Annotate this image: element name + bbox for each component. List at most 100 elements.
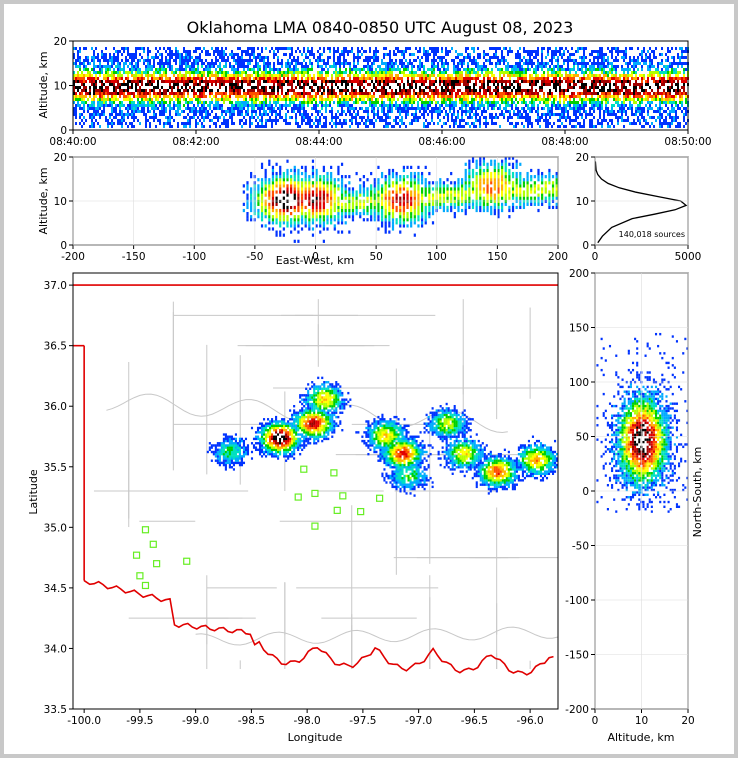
density-cell <box>263 59 265 62</box>
density-cell <box>441 65 443 68</box>
density-cell <box>617 80 619 83</box>
density-cell <box>321 125 323 128</box>
density-cell <box>383 71 385 74</box>
density-cell <box>165 77 167 80</box>
density-cell <box>141 95 143 98</box>
density-cell <box>545 98 547 101</box>
density-cell <box>89 113 91 116</box>
density-cell <box>85 92 87 95</box>
density-cell <box>355 92 357 95</box>
density-cell <box>159 113 161 116</box>
density-cell <box>485 83 487 86</box>
density-cell <box>449 89 451 92</box>
density-cell <box>311 113 313 116</box>
density-cell <box>575 107 577 110</box>
density-cell <box>219 65 221 68</box>
density-cell <box>165 71 167 74</box>
density-cell <box>439 77 441 80</box>
density-cell <box>85 101 87 104</box>
density-cell <box>499 71 501 74</box>
density-cell <box>547 110 549 113</box>
density-cell <box>275 119 277 122</box>
density-cell <box>323 68 325 71</box>
density-cell <box>491 92 493 95</box>
density-cell <box>609 62 611 65</box>
density-cell <box>319 89 321 92</box>
density-cell <box>427 74 429 77</box>
density-cell <box>239 83 241 86</box>
density-cell <box>601 125 603 128</box>
density-cell <box>613 125 615 128</box>
density-cell <box>469 113 471 116</box>
density-cell <box>497 68 499 71</box>
density-cell <box>551 107 553 110</box>
density-cell <box>203 92 205 95</box>
density-cell <box>389 68 391 71</box>
density-cell <box>601 71 603 74</box>
density-cell <box>135 116 137 119</box>
density-cell <box>259 86 261 89</box>
density-cell <box>623 92 625 95</box>
density-cell <box>175 83 177 86</box>
density-cell <box>401 65 403 68</box>
density-cell <box>199 89 201 92</box>
density-cell <box>567 83 569 86</box>
density-cell <box>283 119 285 122</box>
density-cell <box>173 86 175 89</box>
density-cell <box>227 125 229 128</box>
density-cell <box>509 98 511 101</box>
density-cell <box>157 62 159 65</box>
density-cell <box>469 107 471 110</box>
density-cell <box>265 101 267 104</box>
density-cell <box>433 95 435 98</box>
density-cell <box>359 122 361 125</box>
density-cell <box>203 101 205 104</box>
density-cell <box>489 95 491 98</box>
density-cell <box>567 86 569 89</box>
density-cell <box>325 83 327 86</box>
density-cell <box>449 92 451 95</box>
density-cell <box>129 122 131 125</box>
density-cell <box>393 80 395 83</box>
density-cell <box>377 50 379 53</box>
density-cell <box>259 119 261 122</box>
density-cell <box>625 104 627 107</box>
density-cell <box>609 68 611 71</box>
density-cell <box>385 95 387 98</box>
density-cell <box>289 98 291 101</box>
density-cell <box>361 53 363 56</box>
density-cell <box>323 47 325 50</box>
density-cell <box>83 77 85 80</box>
density-cell <box>289 104 291 107</box>
density-cell <box>283 74 285 77</box>
density-cell <box>443 74 445 77</box>
density-cell <box>515 56 517 59</box>
density-cell <box>329 95 331 98</box>
density-cell <box>445 86 447 89</box>
density-cell <box>579 92 581 95</box>
density-cell <box>467 71 469 74</box>
density-cell <box>313 56 315 59</box>
density-cell <box>603 65 605 68</box>
density-cell <box>119 89 121 92</box>
density-cell <box>213 62 215 65</box>
density-cell <box>477 95 479 98</box>
density-cell <box>617 104 619 107</box>
density-cell <box>97 65 99 68</box>
density-cell <box>533 50 535 53</box>
density-cell <box>377 101 379 104</box>
density-cell <box>571 107 573 110</box>
density-cell <box>617 110 619 113</box>
density-cell <box>445 98 447 101</box>
density-cell <box>409 53 411 56</box>
density-cell <box>469 125 471 128</box>
density-cell <box>443 56 445 59</box>
density-cell <box>277 62 279 65</box>
density-cell <box>519 71 521 74</box>
density-cell <box>417 119 419 122</box>
density-cell <box>471 116 473 119</box>
density-cell <box>89 116 91 119</box>
density-cell <box>389 92 391 95</box>
density-cell <box>281 107 283 110</box>
density-cell <box>357 74 359 77</box>
